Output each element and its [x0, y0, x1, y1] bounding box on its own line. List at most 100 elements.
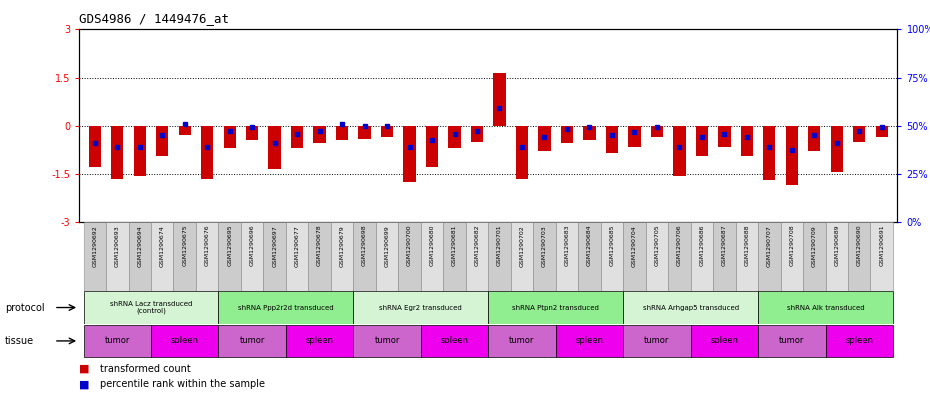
Text: ■: ■: [79, 364, 89, 374]
Bar: [84, 222, 106, 291]
Bar: [623, 325, 691, 357]
Text: GSM1290691: GSM1290691: [879, 225, 884, 266]
Bar: [691, 222, 713, 291]
Bar: [736, 222, 758, 291]
Bar: [488, 325, 556, 357]
Bar: [803, 222, 826, 291]
Bar: [353, 222, 376, 291]
Text: tumor: tumor: [240, 336, 265, 345]
Text: GSM1290704: GSM1290704: [631, 225, 637, 266]
Bar: [556, 325, 623, 357]
Text: GSM1290695: GSM1290695: [227, 225, 232, 266]
Bar: [84, 325, 151, 357]
Text: GSM1290674: GSM1290674: [160, 225, 165, 266]
Bar: [404, 126, 416, 182]
Bar: [151, 325, 219, 357]
Bar: [488, 222, 511, 291]
Bar: [786, 126, 798, 185]
Text: GSM1290702: GSM1290702: [520, 225, 525, 266]
Bar: [353, 325, 420, 357]
Bar: [696, 126, 708, 156]
Bar: [331, 222, 353, 291]
Text: GSM1290678: GSM1290678: [317, 225, 322, 266]
Bar: [246, 126, 259, 140]
Text: GSM1290698: GSM1290698: [362, 225, 367, 266]
Text: shRNA Lacz transduced
(control): shRNA Lacz transduced (control): [110, 301, 193, 314]
Text: spleen: spleen: [576, 336, 604, 345]
Bar: [556, 222, 578, 291]
Bar: [219, 325, 286, 357]
Text: GSM1290706: GSM1290706: [677, 225, 682, 266]
Text: GSM1290680: GSM1290680: [430, 225, 434, 266]
Bar: [601, 222, 623, 291]
Bar: [174, 222, 196, 291]
Text: tumor: tumor: [779, 336, 804, 345]
Bar: [291, 126, 303, 148]
Bar: [201, 126, 213, 179]
Bar: [448, 126, 460, 148]
Text: GSM1290692: GSM1290692: [92, 225, 98, 266]
Text: tumor: tumor: [375, 336, 400, 345]
Bar: [533, 222, 556, 291]
Bar: [651, 126, 663, 137]
Text: GSM1290675: GSM1290675: [182, 225, 187, 266]
Bar: [808, 126, 820, 151]
Text: tumor: tumor: [104, 336, 130, 345]
Bar: [830, 126, 843, 172]
Bar: [538, 126, 551, 151]
Bar: [718, 126, 730, 147]
Text: tissue: tissue: [5, 336, 33, 346]
Text: GSM1290679: GSM1290679: [339, 225, 345, 266]
Bar: [376, 222, 398, 291]
Bar: [219, 222, 241, 291]
Bar: [134, 126, 146, 176]
Text: GSM1290677: GSM1290677: [295, 225, 299, 266]
Bar: [511, 222, 533, 291]
Bar: [758, 325, 826, 357]
Text: GSM1290708: GSM1290708: [790, 225, 794, 266]
Text: GDS4986 / 1449476_at: GDS4986 / 1449476_at: [79, 12, 229, 25]
Bar: [358, 126, 371, 139]
Text: tumor: tumor: [644, 336, 670, 345]
Bar: [645, 222, 668, 291]
Bar: [516, 126, 528, 179]
Text: shRNA Alk transduced: shRNA Alk transduced: [787, 305, 864, 310]
Bar: [493, 73, 506, 126]
Bar: [111, 126, 124, 179]
Text: shRNA Egr2 transduced: shRNA Egr2 transduced: [379, 305, 462, 310]
Bar: [691, 325, 758, 357]
Bar: [336, 126, 349, 140]
Text: GSM1290688: GSM1290688: [744, 225, 750, 266]
Bar: [623, 292, 758, 323]
Bar: [106, 222, 128, 291]
Bar: [426, 126, 438, 167]
Text: GSM1290690: GSM1290690: [857, 225, 862, 266]
Text: GSM1290709: GSM1290709: [812, 225, 817, 266]
Bar: [219, 292, 353, 323]
Bar: [875, 126, 888, 137]
Text: tumor: tumor: [510, 336, 535, 345]
Text: spleen: spleen: [711, 336, 738, 345]
Bar: [740, 126, 753, 156]
Bar: [583, 126, 595, 140]
Text: GSM1290683: GSM1290683: [565, 225, 569, 266]
Bar: [870, 222, 893, 291]
Bar: [309, 222, 331, 291]
Bar: [780, 222, 803, 291]
Bar: [151, 222, 174, 291]
Text: GSM1290676: GSM1290676: [205, 225, 209, 266]
Text: spleen: spleen: [171, 336, 199, 345]
Bar: [269, 126, 281, 169]
Bar: [286, 222, 309, 291]
Bar: [313, 126, 326, 143]
Bar: [578, 222, 601, 291]
Text: GSM1290686: GSM1290686: [699, 225, 704, 266]
Text: spleen: spleen: [306, 336, 334, 345]
Bar: [88, 126, 101, 167]
Bar: [286, 325, 353, 357]
Bar: [420, 325, 488, 357]
Bar: [668, 222, 691, 291]
Bar: [156, 126, 168, 156]
Text: GSM1290694: GSM1290694: [138, 225, 142, 266]
Text: transformed count: transformed count: [100, 364, 191, 374]
